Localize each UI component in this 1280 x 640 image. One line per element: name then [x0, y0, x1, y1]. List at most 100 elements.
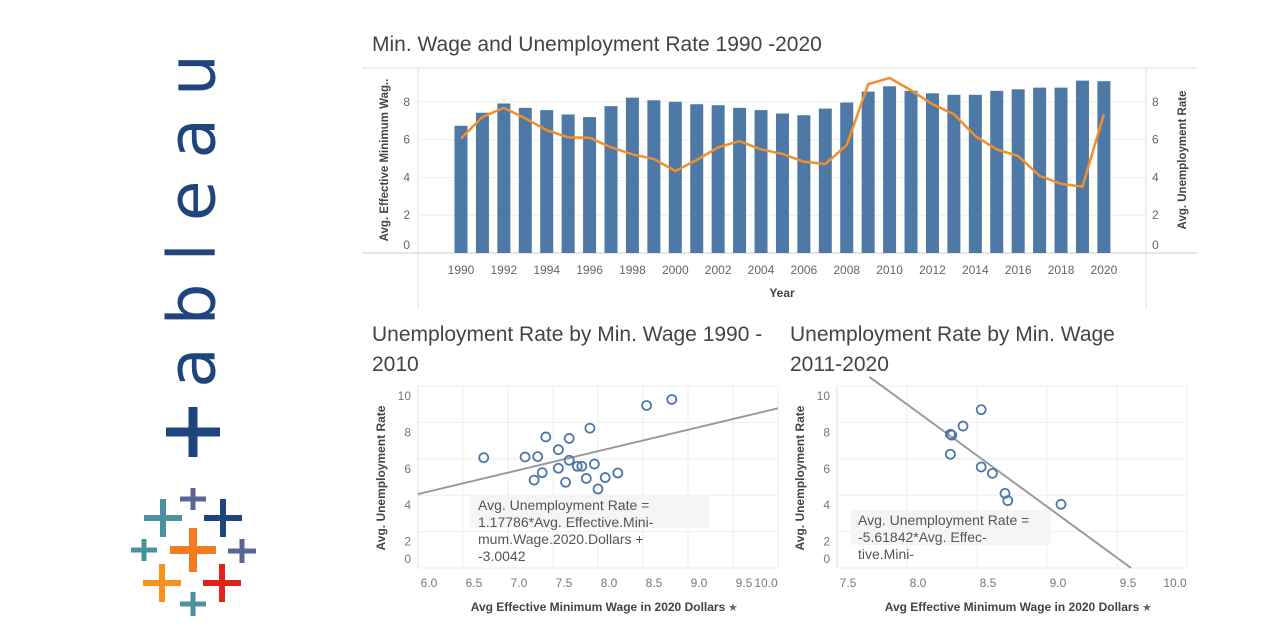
trend-line [868, 376, 1132, 569]
y-tick-label: 2 [403, 208, 410, 222]
y-tick-label: 8 [823, 425, 830, 439]
bar-1996 [583, 117, 597, 253]
bar-2003 [733, 107, 747, 254]
bar-2020 [1097, 81, 1111, 253]
chart-title-main: Min. Wage and Unemployment Rate 1990 -20… [372, 33, 822, 56]
y-axis-title: Avg. Unemployment Rate [793, 405, 807, 550]
x-tick-label: 2002 [705, 263, 732, 277]
bar-1998 [625, 97, 639, 253]
scatter-point [532, 451, 544, 463]
y2-tick-label: 2 [1152, 208, 1159, 222]
y-tick-label: 6 [403, 133, 410, 147]
scatter-point [1055, 498, 1067, 510]
scatter-point [975, 404, 987, 416]
bar-2008 [840, 102, 854, 253]
bar-2017 [1033, 87, 1047, 253]
scatter-point [975, 461, 987, 473]
trend-line [417, 407, 779, 496]
scatter-point [563, 433, 575, 444]
bar-1993 [518, 107, 532, 254]
bar-2019 [1075, 80, 1089, 253]
x-tick-label: 10.0 [1163, 576, 1187, 590]
y-tick-label: 4 [823, 498, 830, 512]
scatter-point [580, 473, 592, 484]
chart-title-scatter-2011-2020: Unemployment Rate by Min. Wage 2011-2020 [790, 323, 1115, 376]
scatter-point [1002, 495, 1014, 507]
scatter-point [478, 452, 490, 464]
y-axis-title: Avg. Unemployment Rate [374, 405, 388, 550]
bar-2011 [904, 90, 918, 253]
pin-icon: ★ [728, 602, 738, 614]
x-tick-label: 9.0 [691, 576, 708, 590]
y-tick-label: 0 [403, 238, 410, 252]
y-tick-label: 6 [404, 462, 411, 476]
x-tick-label: 8.0 [601, 576, 618, 590]
pin-icon: ★ [1142, 602, 1152, 614]
scatter-point [584, 422, 596, 434]
equation-line: Avg. Unemployment Rate = [478, 497, 650, 513]
scatter-point [553, 462, 564, 474]
bar-1990 [454, 125, 468, 253]
y-tick-label: 0 [823, 552, 830, 566]
scatter-point [945, 448, 956, 460]
y-tick-label: 6 [823, 462, 830, 476]
y-tick-label: 10 [398, 389, 412, 403]
y2-axis-title: Avg. Unemployment Rate [1177, 91, 1189, 230]
scatter-point [528, 474, 540, 486]
scatter-point [946, 429, 958, 441]
bar-2002 [711, 105, 725, 254]
bar-1991 [475, 112, 489, 254]
x-axis-title: Avg Effective Minimum Wage in 2020 Dolla… [471, 600, 726, 614]
bar-2010 [883, 86, 897, 253]
x-tick-label: 10.0 [754, 576, 778, 590]
equation-line: Avg. Unemployment Rate = [858, 512, 1030, 528]
x-tick-label: 7.5 [556, 576, 573, 590]
bar-2006 [797, 115, 811, 254]
y-tick-label: 4 [404, 498, 411, 512]
x-tick-label: 7.0 [511, 576, 528, 590]
bar-1999 [647, 100, 661, 254]
x-tick-label: 2014 [962, 263, 989, 277]
scatter-point [540, 431, 552, 443]
scatter-point [592, 483, 604, 495]
x-tick-label: 2016 [1005, 263, 1032, 277]
scatter-point [641, 400, 652, 411]
y-tick-label: 8 [404, 425, 411, 439]
trend-equation-2011-2020: Avg. Unemployment Rate = -5.61842*Avg. E… [858, 512, 1058, 568]
x-tick-label: 9.0 [1050, 576, 1067, 590]
x-tick-label: 1990 [448, 263, 475, 277]
chart-title-scatter-1990-2010: Unemployment Rate by Min. Wage 1990 - 20… [372, 323, 763, 376]
bar-1992 [497, 103, 511, 253]
bar-2001 [690, 104, 704, 253]
bar-1995 [561, 114, 575, 253]
x-tick-label: 1998 [619, 263, 646, 277]
x-tick-label: 9.5 [736, 576, 753, 590]
x-tick-label: 8.5 [980, 576, 997, 590]
scatter-point [987, 467, 998, 479]
equation-line: -5.61842*Avg. Effec- [858, 529, 987, 545]
x-axis-title: Year [769, 286, 795, 300]
bar-2013 [947, 94, 961, 253]
y2-tick-label: 4 [1152, 170, 1159, 184]
bar-2014 [968, 94, 982, 253]
scatter-point [536, 467, 548, 479]
x-tick-label: 9.5 [1120, 576, 1137, 590]
y-tick-label: 2 [404, 535, 411, 549]
y-tick-label: 0 [404, 552, 411, 566]
scatter-point [571, 460, 583, 472]
scatter-point [666, 394, 678, 405]
x-tick-label: 1994 [533, 263, 560, 277]
scatter-point [553, 444, 564, 456]
y-tick-label: 2 [823, 535, 830, 549]
bar-2007 [818, 108, 832, 253]
equation-box-2-bg [851, 510, 1051, 545]
x-tick-label: 8.5 [646, 576, 663, 590]
bar-2016 [1011, 89, 1025, 254]
bar-1994 [540, 110, 554, 253]
scatter-point [576, 460, 588, 472]
x-tick-label: 1996 [576, 263, 603, 277]
x-tick-label: 2000 [662, 263, 689, 277]
equation-line: -3.0042 [478, 548, 526, 564]
equation-line: mum.Wage.2020.Dollars + [478, 531, 644, 547]
